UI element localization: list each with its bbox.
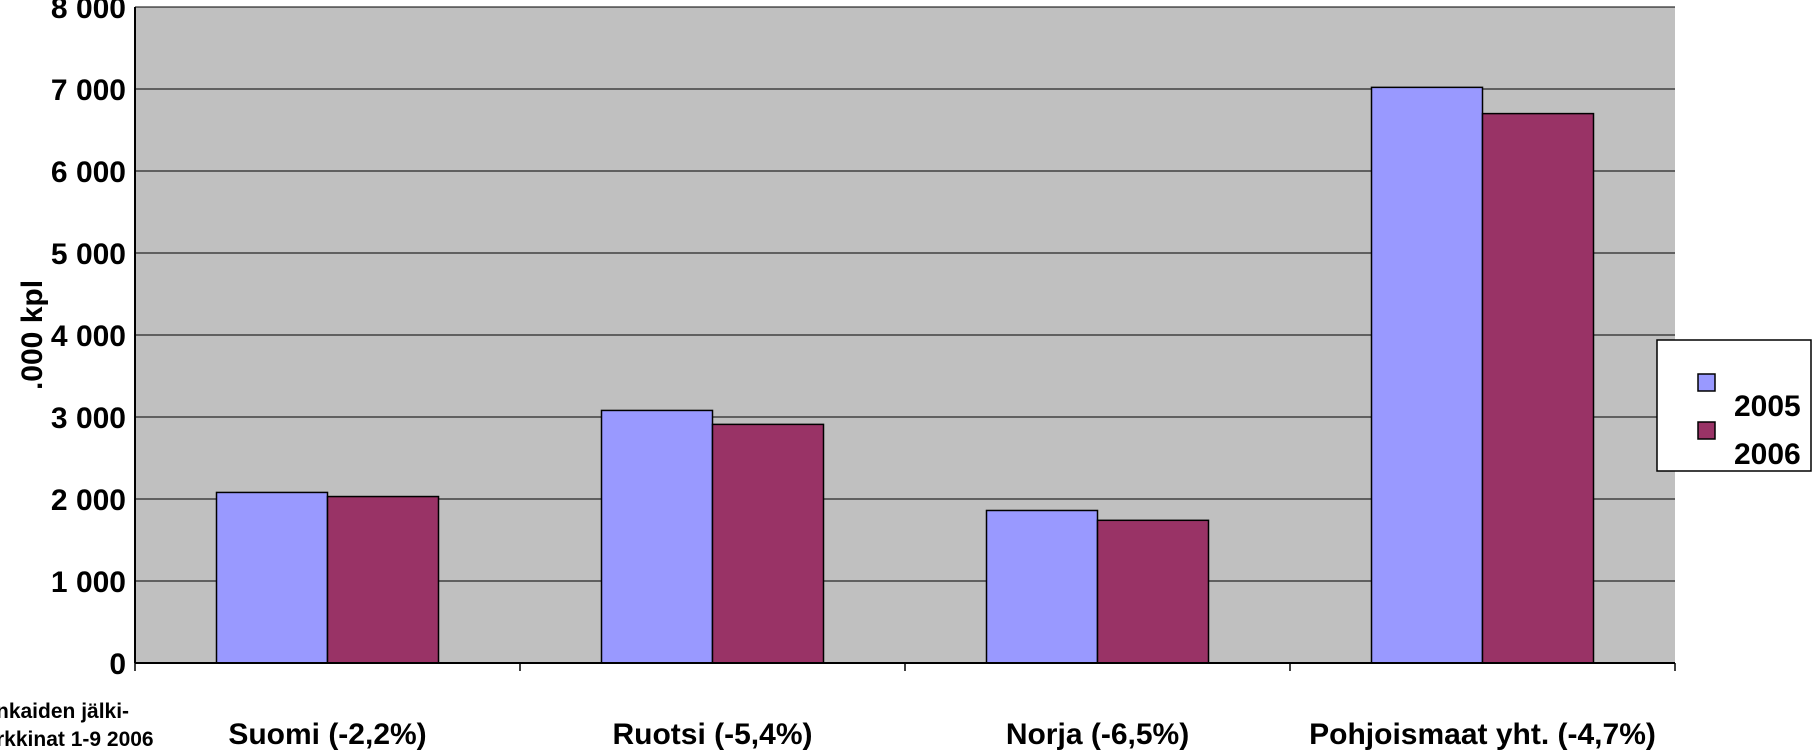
bar-2006-3 xyxy=(1481,112,1595,664)
bar-2005-1 xyxy=(600,409,714,664)
y-tick-label: 0 xyxy=(109,648,126,681)
legend-label-2006: 2006 xyxy=(1734,438,1801,471)
bar-2005-3 xyxy=(1370,86,1484,664)
category-labels: Suomi (-2,2%) Ruotsi (-5,4%) Norja (-6,5%)… xyxy=(228,718,1656,751)
category-label: Pohjoismaat yht. (-4,7%) xyxy=(1309,718,1656,751)
bar-2005-2 xyxy=(985,509,1099,664)
y-tick-label: 7 000 xyxy=(51,74,126,107)
y-tick-label: 2 000 xyxy=(51,484,126,517)
legend-swatch-2005 xyxy=(1697,373,1716,392)
bar-2006-2 xyxy=(1096,519,1210,664)
legend-label-2005: 2005 xyxy=(1734,390,1801,423)
note-line: rkkinat 1-9 2006 xyxy=(0,728,154,751)
legend-swatch-2006 xyxy=(1697,421,1716,440)
y-tick-label: 8 000 xyxy=(51,0,126,25)
bar-2005-0 xyxy=(215,491,329,664)
y-axis-label: .000 kpl xyxy=(16,280,49,390)
bar-2006-1 xyxy=(711,423,825,664)
bars xyxy=(215,86,1595,664)
source-note: nkaiden jälki-rkkinat 1-9 2006 xyxy=(0,700,154,751)
y-tick-label: 4 000 xyxy=(51,320,126,353)
bar-2006-0 xyxy=(326,495,440,664)
y-tick-label: 3 000 xyxy=(51,402,126,435)
legend-box xyxy=(1656,339,1812,472)
note-line: nkaiden jälki- xyxy=(0,700,129,723)
y-tick-label: 5 000 xyxy=(51,238,126,271)
y-tick-labels: 0 1 000 2 000 3 000 4 000 5 000 6 000 7 000 8 00… xyxy=(51,0,126,681)
y-tick-label: 6 000 xyxy=(51,156,126,189)
y-tick-label: 1 000 xyxy=(51,566,126,599)
category-label: Norja (-6,5%) xyxy=(1006,718,1189,751)
category-label: Suomi (-2,2%) xyxy=(228,718,426,751)
legend: 2005 2006 xyxy=(1656,339,1812,472)
axes xyxy=(134,7,1676,671)
category-label: Ruotsi (-5,4%) xyxy=(612,718,812,751)
